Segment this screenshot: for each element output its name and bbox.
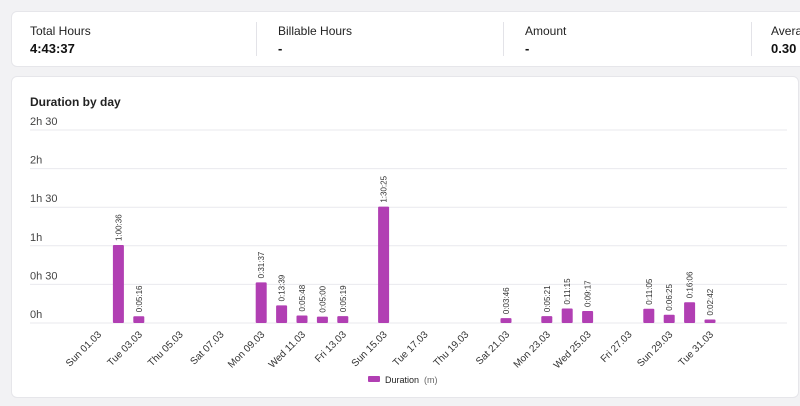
stat-value: 0.30: [771, 41, 797, 56]
bar: [582, 311, 594, 323]
bar: [255, 282, 267, 323]
stat-label: Billable Hours: [278, 24, 353, 38]
stat-average: Average 0.30: [753, 12, 800, 66]
bar: [541, 316, 553, 323]
x-tick-label: Tue 17.03: [391, 329, 431, 369]
x-tick-label: Fri 13.03: [313, 329, 349, 365]
y-tick-label: 2h 30: [30, 116, 58, 128]
y-tick-label: 1h: [30, 232, 42, 244]
bar: [684, 302, 696, 323]
bar: [378, 206, 390, 323]
x-tick-label: Sat 21.03: [474, 329, 512, 367]
data-label: 0:11:15: [563, 278, 572, 305]
stat-label: Average: [771, 24, 800, 38]
bar: [704, 319, 716, 323]
stat-label: Amount: [525, 24, 567, 38]
stat-value: -: [525, 41, 530, 56]
bar: [112, 245, 124, 323]
bar: [500, 318, 512, 323]
x-tick-label: Thu 05.03: [146, 329, 186, 369]
x-tick-label: Mon 23.03: [512, 329, 554, 371]
stat-divider: [503, 22, 504, 56]
y-tick-label: 0h 30: [30, 270, 58, 282]
legend-unit: (m): [424, 375, 438, 385]
data-label: 0:31:37: [257, 251, 266, 278]
x-tick-label: Tue 31.03: [677, 329, 717, 369]
x-tick-label: Sun 29.03: [635, 329, 675, 369]
stats-bar: Total Hours 4:43:37 Billable Hours - Amo…: [11, 11, 800, 67]
data-label: 0:05:21: [543, 285, 552, 312]
stat-divider: [256, 22, 257, 56]
data-label: 0:05:19: [339, 285, 348, 312]
stat-billable-hours: Billable Hours -: [260, 12, 508, 66]
y-tick-label: 0h: [30, 309, 42, 321]
bar: [316, 316, 328, 323]
data-label: 0:06:25: [665, 283, 674, 310]
bar: [276, 305, 288, 323]
legend-label: Duration: [385, 375, 419, 385]
duration-bar-chart: 0h 0h 30 1h 1h 30 2h 2h 30 Sun 01.03 1:00:36 0:0…: [30, 116, 787, 385]
data-label: 0:13:39: [278, 274, 287, 301]
bar: [643, 308, 655, 323]
y-tick-label: 1h 30: [30, 193, 58, 205]
stat-divider: [751, 22, 752, 56]
data-label: 1:00:36: [114, 214, 123, 241]
bar: [133, 316, 145, 323]
x-tick-label: Sun 15.03: [350, 329, 390, 369]
legend-swatch: [368, 376, 380, 382]
x-tick-label: Mon 09.03: [226, 329, 268, 371]
stat-amount: Amount -: [507, 12, 755, 66]
data-label: 0:11:05: [645, 278, 654, 305]
chart-card: Duration by day 0h 0h 30 1h 1h 30 2h 2h 30 Sun…: [11, 76, 799, 398]
bar: [337, 316, 349, 323]
data-label: 0:03:46: [502, 287, 511, 314]
stat-value: -: [278, 41, 283, 56]
x-tick-label: Fri 27.03: [599, 329, 635, 365]
x-tick-label: Wed 11.03: [267, 329, 309, 371]
x-tick-label: Sat 07.03: [188, 329, 226, 367]
chart-title: Duration by day: [30, 95, 121, 109]
data-label: 0:09:17: [584, 280, 593, 307]
x-tick-label: Tue 03.03: [106, 329, 146, 369]
bar: [296, 315, 308, 323]
data-label: 0:05:00: [318, 285, 327, 312]
stat-label: Total Hours: [30, 24, 91, 38]
stat-total-hours: Total Hours 4:43:37: [12, 12, 260, 66]
x-tick-label: Sun 01.03: [64, 329, 104, 369]
data-label: 0:16:06: [686, 271, 695, 298]
data-label: 0:05:48: [298, 284, 307, 311]
y-tick-label: 2h: [30, 155, 42, 167]
data-label: 0:02:42: [706, 288, 715, 315]
x-tick-label: Thu 19.03: [432, 329, 472, 369]
data-label: 1:30:25: [380, 175, 389, 202]
stat-value: 4:43:37: [30, 41, 75, 56]
bar: [663, 314, 675, 323]
data-label: 0:05:16: [135, 285, 144, 312]
bar: [561, 308, 573, 323]
x-tick-label: Wed 25.03: [552, 329, 594, 371]
